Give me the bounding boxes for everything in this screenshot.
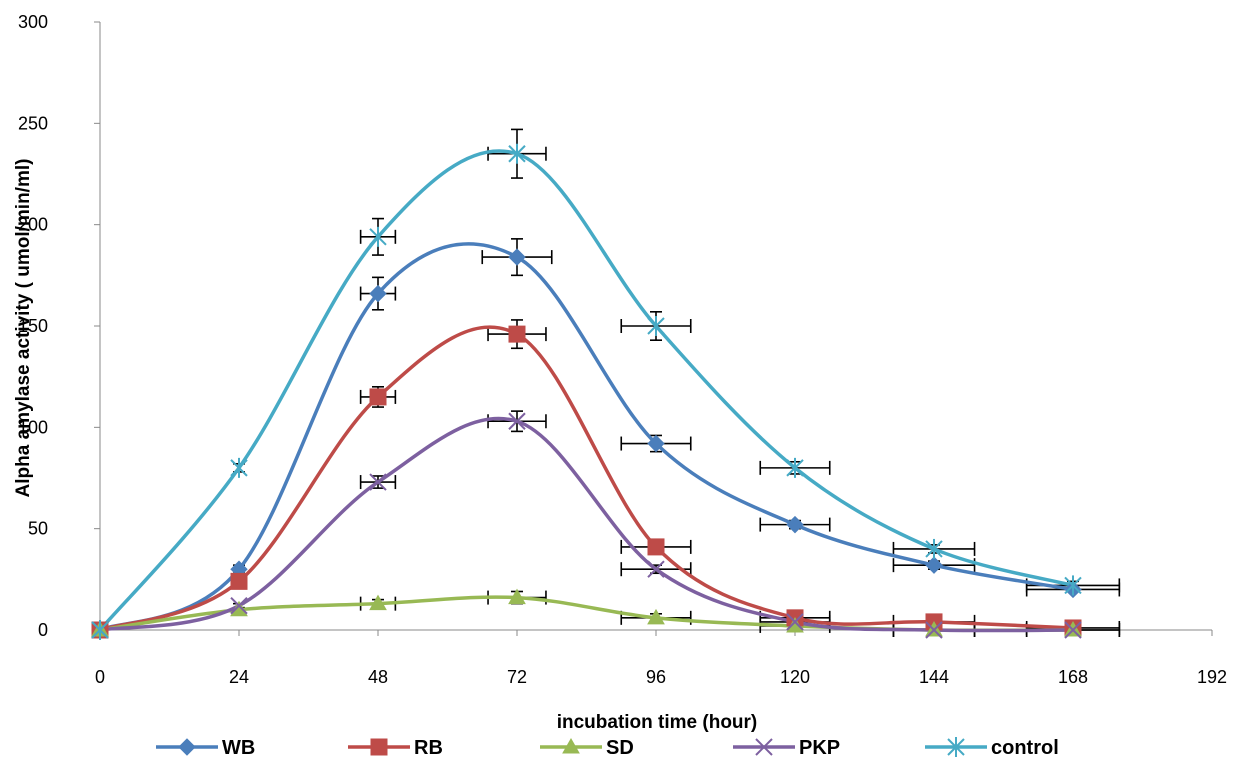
- y-tick-label: 150: [18, 316, 48, 336]
- legend-marker-pkp: [755, 738, 773, 756]
- data-point-pkp: [508, 412, 526, 430]
- axes: 0 50 100 150 200 250 300 0 24 48 72 96 120 144 168 192: [18, 12, 1227, 687]
- x-axis-title: incubation time (hour): [557, 712, 758, 733]
- data-point-control: [925, 538, 943, 559]
- legend-item-wb: WB: [156, 737, 255, 759]
- marker-stroke: [786, 613, 804, 631]
- data-point-pkp: [369, 473, 387, 491]
- data-point-wb: [647, 434, 665, 453]
- marker-stroke: [925, 621, 943, 639]
- legend-item-sd: SD: [540, 737, 634, 759]
- y-tick-label: 0: [38, 620, 48, 640]
- x-tick-label: 144: [919, 667, 949, 687]
- marker-stroke: [230, 596, 248, 615]
- data-point-wb: [925, 556, 943, 574]
- legend-item-rb: RB: [348, 737, 443, 759]
- y-tick-label: 300: [18, 12, 48, 32]
- legend-marker-control: [947, 737, 965, 757]
- legend-item-pkp: PKP: [733, 737, 840, 759]
- x-tick-label: 168: [1058, 667, 1088, 687]
- data-point-pkp: [786, 613, 804, 631]
- marker-stroke: [508, 412, 526, 430]
- data-point-pkp: [925, 621, 943, 639]
- x-tick-label: 72: [507, 667, 527, 687]
- data-point-wb: [508, 248, 526, 266]
- data-point-rb: [230, 572, 248, 590]
- legend-label-control: control: [991, 737, 1059, 759]
- x-tick-label: 0: [95, 667, 105, 687]
- marker-stroke: [1064, 621, 1082, 639]
- x-tick-label: 24: [229, 667, 249, 687]
- legend-label-wb: WB: [222, 737, 255, 759]
- marker-stroke: [647, 560, 665, 578]
- x-tick-label: 96: [646, 667, 666, 687]
- legend-label-rb: RB: [414, 737, 443, 759]
- data-point-control: [786, 457, 804, 478]
- marker-stroke: [369, 473, 387, 491]
- series-lines: [98, 149, 1075, 633]
- legend-marker-wb: [178, 738, 196, 756]
- data-point-pkp: [230, 596, 248, 615]
- legend-marker-rb: [370, 738, 388, 756]
- legend: WB RB SD PKP control: [156, 737, 1059, 759]
- data-point-control: [647, 316, 665, 336]
- series-line-wb: [98, 242, 1075, 632]
- legend-label-pkp: PKP: [799, 737, 840, 759]
- error-bars: [233, 128, 1121, 637]
- y-tick-label: 200: [18, 215, 48, 235]
- data-point-sd: [647, 608, 665, 625]
- data-point-pkp: [1064, 621, 1082, 639]
- x-tick-label: 120: [780, 667, 810, 687]
- data-point-sd: [369, 594, 387, 611]
- series-line-pkp: [98, 416, 1075, 633]
- data-point-control: [369, 226, 387, 247]
- data-point-wb: [786, 515, 804, 534]
- data-point-control: [1064, 575, 1082, 596]
- data-point-rb: [508, 325, 526, 343]
- legend-marker-sd: [562, 737, 580, 754]
- y-tick-label: 100: [18, 417, 48, 437]
- y-axis-title: Alpha amylase activity ( umol/min/ml): [13, 159, 34, 498]
- legend-label-sd: SD: [606, 737, 634, 759]
- data-point-control: [230, 457, 248, 478]
- y-tick-label: 250: [18, 113, 48, 133]
- data-point-wb: [369, 284, 387, 303]
- series-line-control: [98, 149, 1075, 632]
- series-line-rb: [98, 325, 1075, 632]
- y-tick-label: 50: [28, 519, 48, 539]
- marker-stroke: [755, 738, 773, 756]
- x-tick-label: 192: [1197, 667, 1227, 687]
- data-point-control: [508, 143, 526, 164]
- data-point-rb: [369, 388, 387, 406]
- data-point-rb: [647, 538, 665, 556]
- data-point-sd: [508, 588, 526, 605]
- x-tick-label: 48: [368, 667, 388, 687]
- data-point-pkp: [647, 560, 665, 578]
- legend-item-control: control: [925, 737, 1059, 759]
- series-markers: [91, 143, 1082, 640]
- data-point-control: [91, 620, 109, 640]
